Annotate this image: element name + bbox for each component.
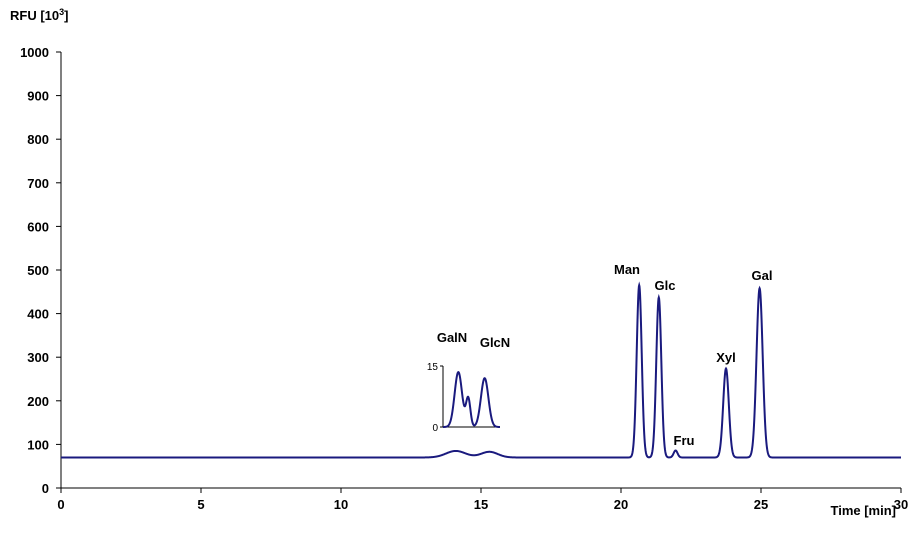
- peak-label-fru: Fru: [674, 433, 695, 448]
- y-tick-label: 900: [27, 89, 49, 104]
- y-axis-ticks: 0 100 200 300 400 500 600 700 800 900 1000: [20, 45, 61, 496]
- peak-labels: GalN GlcN Man Glc Fru Xyl Gal: [437, 262, 773, 448]
- peak-label-man: Man: [614, 262, 640, 277]
- peak-label-xyl: Xyl: [716, 350, 736, 365]
- chromatogram-trace: [61, 281, 901, 459]
- axes: [60, 52, 901, 489]
- inset-y-tick-label: 15: [427, 362, 439, 373]
- y-tick-label: 300: [27, 350, 49, 365]
- y-tick-label: 400: [27, 307, 49, 322]
- y-tick-label: 600: [27, 219, 49, 234]
- peak-label-glcn: GlcN: [480, 335, 510, 350]
- x-tick-label: 15: [474, 497, 488, 512]
- y-axis-title: RFU [103]: [10, 7, 68, 23]
- y-tick-label: 100: [27, 437, 49, 452]
- x-tick-label: 0: [57, 497, 64, 512]
- y-tick-label: 0: [42, 481, 49, 496]
- x-tick-label: 25: [754, 497, 768, 512]
- peak-label-glc: Glc: [655, 278, 676, 293]
- peak-label-galn: GalN: [437, 330, 467, 345]
- y-tick-label: 800: [27, 132, 49, 147]
- y-tick-label: 500: [27, 263, 49, 278]
- y-tick-label: 200: [27, 394, 49, 409]
- x-tick-label: 5: [197, 497, 204, 512]
- inset-trace: [443, 371, 500, 428]
- inset-plot: 0 15: [427, 362, 500, 434]
- x-tick-label: 20: [614, 497, 628, 512]
- peak-label-gal: Gal: [752, 268, 773, 283]
- x-axis-ticks: 0 5 10 15 20 25 30: [57, 488, 908, 512]
- y-tick-label: 1000: [20, 45, 49, 60]
- inset-y-tick-label: 0: [432, 423, 438, 434]
- x-tick-label: 30: [894, 497, 908, 512]
- y-tick-label: 700: [27, 176, 49, 191]
- x-axis-title: Time [min]: [831, 503, 897, 518]
- x-tick-label: 10: [334, 497, 348, 512]
